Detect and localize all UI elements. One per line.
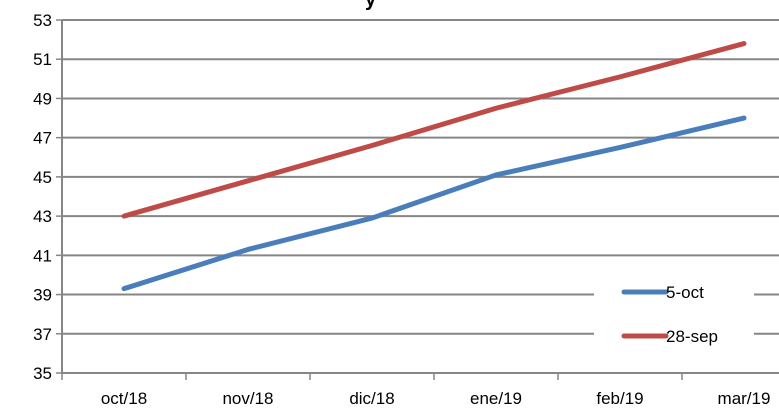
y-tick-label-41: 41 — [33, 246, 52, 265]
y-tick-label-47: 47 — [33, 129, 52, 148]
legend-label-5-oct: 5-oct — [666, 283, 704, 302]
y-tick-label-35: 35 — [33, 364, 52, 383]
x-tick-label-dic/18: dic/18 — [349, 389, 394, 408]
y-tick-label-49: 49 — [33, 89, 52, 108]
gridlines — [62, 19, 779, 335]
legend-entry-bg-5-oct — [594, 278, 754, 308]
y-tick-label-39: 39 — [33, 286, 52, 305]
y-tick-label-37: 37 — [33, 325, 52, 344]
chart-title-fragment: y — [365, 0, 377, 11]
series-line-28-sep — [121, 41, 747, 219]
x-tick-label-oct/18: oct/18 — [101, 389, 147, 408]
series-lines — [121, 41, 747, 292]
x-tick-label-mar/19: mar/19 — [718, 389, 771, 408]
x-tick-labels: oct/18 nov/18 dic/18 ene/19 feb/19 mar/19 — [101, 389, 771, 408]
x-tick-label-feb/19: feb/19 — [596, 389, 643, 408]
y-tick-label-51: 51 — [33, 50, 52, 69]
legend-entry-bg-28-sep — [594, 322, 754, 352]
y-tick-label-45: 45 — [33, 168, 52, 187]
axes — [56, 19, 779, 380]
y-tick-labels: 35 37 39 41 43 45 47 49 51 53 — [33, 11, 52, 383]
x-tick-label-nov/18: nov/18 — [222, 389, 273, 408]
series-line-5-oct — [121, 115, 747, 292]
y-tick-label-43: 43 — [33, 207, 52, 226]
legend-label-28-sep: 28-sep — [666, 327, 718, 346]
y-tick-label-53: 53 — [33, 11, 52, 30]
x-tick-label-ene/19: ene/19 — [470, 389, 522, 408]
legend: 5-oct 28-sep — [594, 278, 754, 352]
